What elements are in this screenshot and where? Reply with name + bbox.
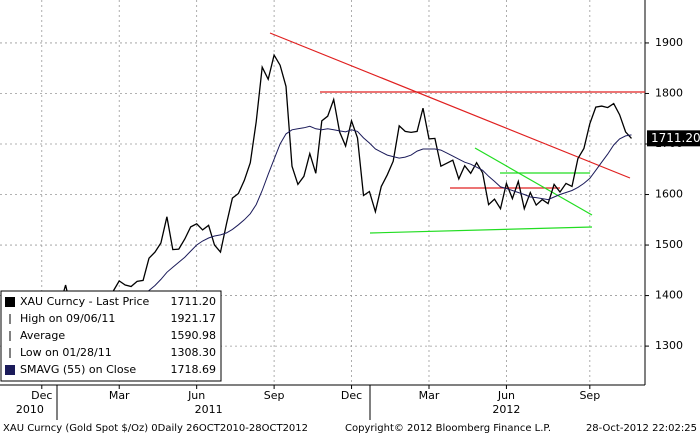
y-tick-label: 1400 <box>655 289 683 302</box>
x-tick-label: Sep <box>264 389 285 402</box>
x-tick-label: Jun <box>497 389 515 402</box>
legend-name: XAU Curncy - Last Price <box>20 295 150 308</box>
x-tick-label: Mar <box>109 389 130 402</box>
legend-value: 1718.69 <box>171 363 217 376</box>
legend-swatch <box>5 297 15 307</box>
legend-name: Low on 01/28/11 <box>20 346 112 359</box>
legend-name: Average <box>20 329 65 342</box>
trendline <box>369 226 593 234</box>
legend-name: High on 09/06/11 <box>20 312 115 325</box>
y-tick-label: 1600 <box>655 188 683 201</box>
year-label: 2010 <box>16 403 44 416</box>
x-tick-label: Sep <box>579 389 600 402</box>
y-tick-label: 1900 <box>655 36 683 49</box>
y-tick-label: 1800 <box>655 86 683 99</box>
legend-name: SMAVG (55) on Close <box>20 363 136 376</box>
y-tick-label: 1500 <box>655 238 683 251</box>
footer-date: 28-Oct-2012 22:02:25 <box>586 423 697 434</box>
trendline <box>269 32 631 179</box>
year-label: 2012 <box>492 403 520 416</box>
last-price-label: 1711.20 <box>651 131 700 145</box>
x-tick-label: Dec <box>31 389 52 402</box>
legend-value: 1308.30 <box>171 346 217 359</box>
legend-value: 1711.20 <box>171 295 217 308</box>
footer-copyright: Copyright© 2012 Bloomberg Finance L.P. <box>345 423 551 434</box>
year-label: 2011 <box>195 403 223 416</box>
x-tick-label: Mar <box>419 389 440 402</box>
legend-value: 1590.98 <box>171 329 217 342</box>
legend-swatch <box>5 365 15 375</box>
legend: XAU Curncy - Last Price 1711.20 High on 09… <box>0 290 222 382</box>
y-tick-label: 1300 <box>655 339 683 352</box>
legend-value: 1921.17 <box>171 312 217 325</box>
x-tick-label: Jun <box>187 389 205 402</box>
footer-left: XAU Curncy (Gold Spot $/Oz) 0Daily 26OCT… <box>3 423 308 434</box>
x-tick-label: Dec <box>341 389 362 402</box>
trendline <box>474 147 593 216</box>
legend-frame <box>0 290 222 382</box>
last-price-tag <box>647 130 700 147</box>
series-line <box>11 53 632 340</box>
